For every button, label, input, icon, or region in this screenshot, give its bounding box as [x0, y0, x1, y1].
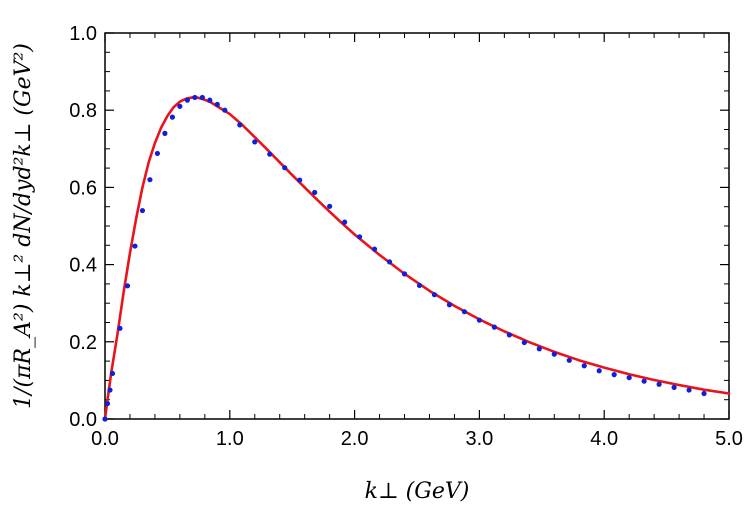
data-point: [207, 97, 213, 103]
data-point: [671, 384, 677, 390]
data-point: [327, 203, 333, 209]
data-point: [192, 94, 198, 101]
data-point: [356, 234, 363, 240]
data-point: [237, 122, 243, 128]
data-point: [312, 189, 318, 196]
data-point: [536, 346, 542, 352]
data-point: [641, 378, 647, 384]
data-point: [222, 107, 228, 113]
data-point: [596, 368, 602, 374]
data-point: [476, 317, 482, 323]
data-point: [371, 246, 378, 252]
y-tick-label: 0.4: [69, 255, 97, 277]
data-point: [461, 309, 468, 315]
data-point: [297, 177, 303, 183]
ticks-layer: 0.0 1.0 2.0 3.0 4.0 5.0 0.0 0.2 0.4 0.6 0.8 1.0: [69, 23, 743, 450]
data-point: [124, 283, 131, 289]
data-point: [267, 151, 273, 157]
x-tick-label: 3.0: [465, 428, 493, 450]
x-tick-label: 5.0: [715, 428, 743, 450]
data-point: [701, 390, 707, 397]
data-point: [686, 387, 692, 393]
data-point: [177, 103, 183, 109]
plot-frame: [104, 32, 730, 420]
data-point: [611, 372, 617, 378]
data-point: [107, 387, 113, 393]
data-point: [154, 150, 161, 157]
data-point: [342, 219, 348, 225]
data-point: [656, 381, 662, 387]
plot-area: [102, 94, 731, 422]
y-tick-label: 0.6: [69, 177, 97, 199]
data-point: [521, 339, 527, 346]
y-axis-title: 1/(πR_A²) k⊥² dN/dyd²k⊥ (GeV²): [11, 43, 36, 409]
data-point: [169, 114, 175, 120]
data-point: [252, 139, 258, 145]
data-point: [446, 302, 453, 308]
x-tick-label: 2.0: [341, 428, 369, 450]
data-point: [109, 370, 116, 377]
data-point: [139, 207, 146, 214]
y-tick-label: 0.8: [69, 100, 97, 122]
data-point: [416, 282, 423, 289]
x-tick-label: 4.0: [590, 428, 618, 450]
data-point: [214, 101, 220, 108]
x-tick-label: 1.0: [216, 428, 244, 450]
data-point: [104, 400, 111, 407]
data-point: [162, 130, 168, 136]
data-point: [147, 177, 153, 183]
data-point: [491, 324, 497, 330]
data-point: [431, 292, 438, 298]
data-point: [282, 165, 288, 171]
model-curve-line: [103, 96, 731, 421]
y-tick-label: 0.2: [69, 332, 97, 354]
data-point: [102, 416, 108, 422]
data-point: [401, 271, 408, 277]
data-point: [566, 357, 572, 363]
y-tick-label: 1.0: [69, 23, 97, 45]
data-point: [184, 97, 190, 103]
x-axis-title: k⊥ (GeV): [365, 479, 470, 504]
data-point: [117, 325, 123, 331]
data-point: [506, 332, 512, 338]
y-tick-label: 0.0: [69, 409, 97, 431]
x-tick-label: 0.0: [91, 428, 119, 450]
data-point: [581, 363, 587, 369]
data-point: [626, 375, 632, 381]
data-point: [386, 259, 393, 265]
data-point: [551, 351, 557, 357]
data-point: [199, 94, 205, 101]
data-point: [132, 243, 138, 249]
